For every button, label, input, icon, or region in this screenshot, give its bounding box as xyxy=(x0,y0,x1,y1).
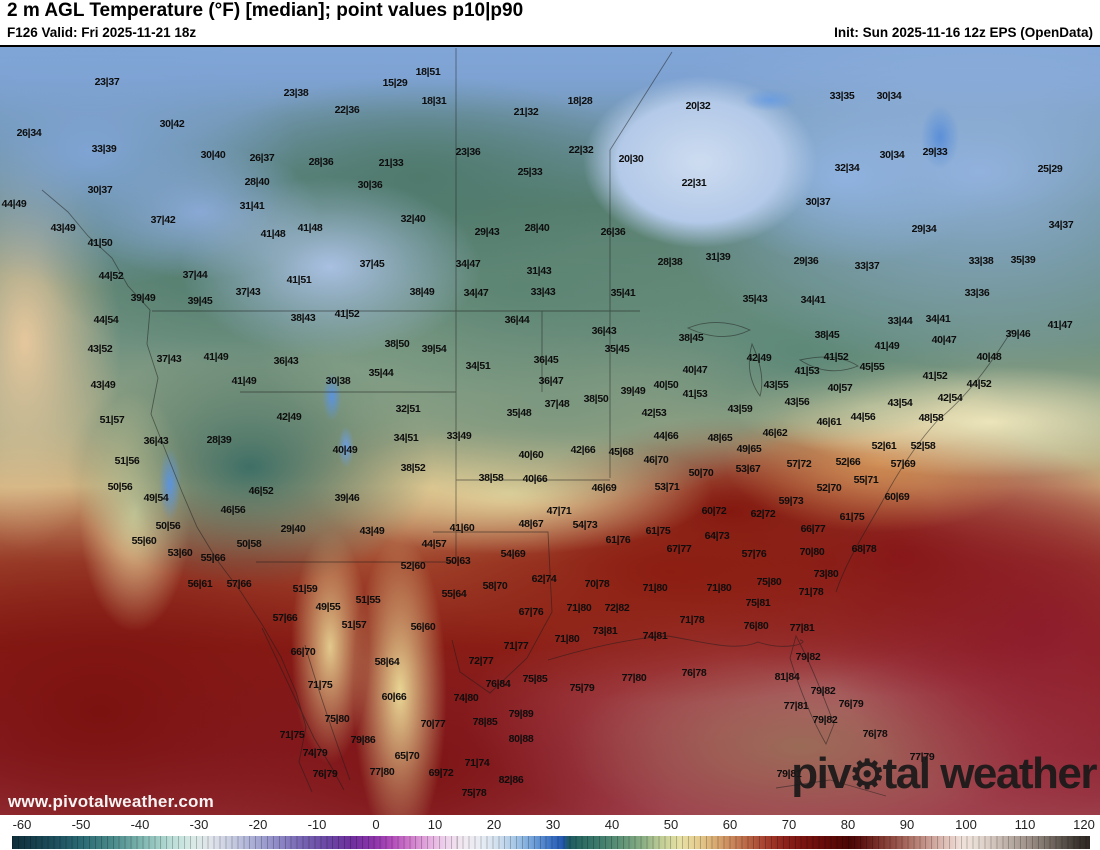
colorbar-tick-label: 0 xyxy=(372,817,380,832)
colorbar-tick-label: -20 xyxy=(248,817,268,832)
lake-michigan xyxy=(748,342,763,398)
brand-text-right: tal weather xyxy=(882,749,1098,798)
colorbar-tick-label: 60 xyxy=(722,817,738,832)
texas-border xyxy=(433,531,553,694)
province-border-2 xyxy=(609,51,673,311)
colorbar-tick-label: 90 xyxy=(899,817,915,832)
map-title: 2 m AGL Temperature (°F) [median]; point… xyxy=(7,0,524,21)
lake-erie-ontario xyxy=(798,356,859,372)
colorbar-tick-label: 70 xyxy=(781,817,797,832)
florida-coastline xyxy=(789,634,835,746)
header: 2 m AGL Temperature (°F) [median]; point… xyxy=(0,0,1100,45)
colorbar-tick-label: -40 xyxy=(130,817,150,832)
cuba-coastline xyxy=(775,779,887,797)
gear-icon: ⚙ xyxy=(849,753,885,797)
brand-text-left: piv xyxy=(791,749,852,798)
colorbar-tick-label: 100 xyxy=(955,817,977,832)
lake-superior xyxy=(686,322,752,337)
brand-watermark: piv ⚙ tal weather xyxy=(791,749,1098,798)
colorbar-tick-label: -60 xyxy=(12,817,32,832)
colorbar-tick-label: 110 xyxy=(1014,817,1036,832)
colorbar-tick-label: -10 xyxy=(307,817,327,832)
colorbar-gradient xyxy=(12,836,1090,849)
colorbar-footer: -60 -50 -40 -30 -20 -10 0 10 20 30 40 50 60 70 80 90 100… xyxy=(0,815,1100,850)
colorbar-tick-label: 30 xyxy=(545,817,561,832)
colorbar-tick-label: 50 xyxy=(663,817,679,832)
colorbar-ticks: -60 -50 -40 -30 -20 -10 0 10 20 30 40 50 60 70 80 90 100… xyxy=(0,817,1100,833)
colorbar-tick-label: 120 xyxy=(1073,817,1095,832)
pacific-coastline xyxy=(41,189,313,793)
site-watermark: www.pivotalweather.com xyxy=(8,792,214,811)
colorbar-tick-label: 10 xyxy=(427,817,443,832)
colorbar-tick-label: 80 xyxy=(840,817,856,832)
atlantic-coastline xyxy=(835,329,1013,593)
gulf-coastline xyxy=(547,635,804,661)
weather-map xyxy=(0,45,1100,815)
colorbar-tick-label: -30 xyxy=(189,817,209,832)
colorbar-tick-label: 40 xyxy=(604,817,620,832)
valid-time-label: F126 Valid: Fri 2025-11-21 18z xyxy=(7,25,197,40)
colorbar-tick-label: -50 xyxy=(71,817,91,832)
init-time-label: Init: Sun 2025-11-16 12z EPS (OpenData) xyxy=(834,25,1093,40)
colorbar-tick-label: 20 xyxy=(486,817,502,832)
baja-coastline xyxy=(261,627,351,791)
temperature-field xyxy=(0,47,1100,815)
